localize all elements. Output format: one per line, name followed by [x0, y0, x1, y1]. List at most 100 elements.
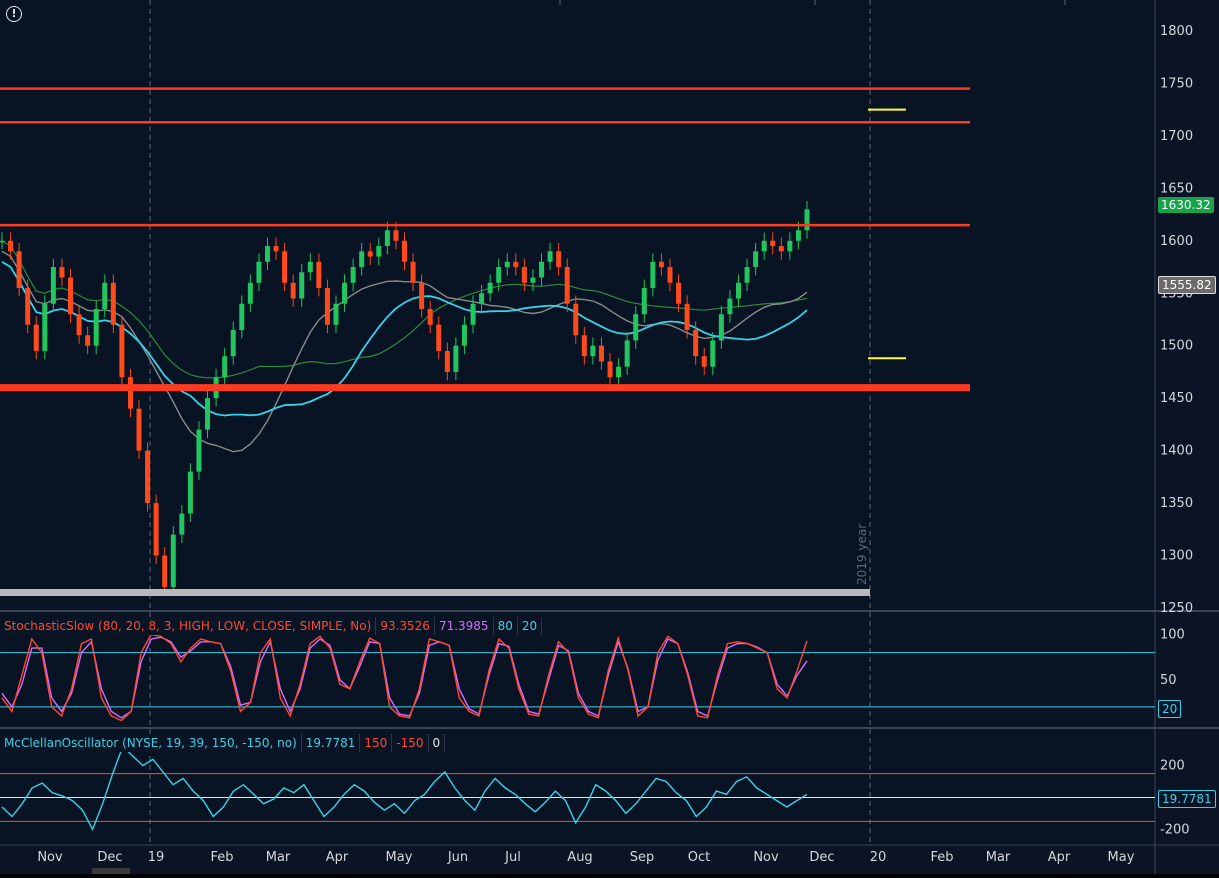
stochastic-tick-label: 100 [1160, 628, 1185, 643]
mcclellan-tick-label: -200 [1160, 822, 1190, 837]
candle-body [50, 267, 56, 304]
candle-body [239, 303, 245, 330]
candle-body [616, 366, 622, 378]
mcclellan-line [1, 745, 808, 831]
candle-body [145, 450, 151, 504]
candle-body [33, 324, 39, 351]
candle-body [110, 282, 116, 325]
candle-body [68, 277, 74, 315]
candle-body [136, 408, 142, 451]
candle-body [693, 329, 699, 357]
candle-body [735, 282, 741, 299]
candle-body [307, 261, 313, 273]
candle-body [179, 513, 185, 535]
last-price-badge: 1630.32 [1158, 197, 1214, 213]
price-tick-label: 1600 [1160, 234, 1193, 249]
price-panel[interactable]: 2019 year [0, 87, 970, 596]
candle-body [222, 356, 228, 378]
stochastic-panel[interactable] [0, 633, 1155, 722]
candle-body [316, 261, 322, 289]
candle-body [684, 303, 690, 330]
x-tick-label: May [386, 850, 413, 865]
candle-body [247, 282, 253, 304]
candle-body [761, 240, 767, 252]
candle-body [607, 361, 613, 378]
candle-body [513, 261, 519, 268]
stochastic-tick-label: 50 [1160, 673, 1177, 688]
candle-body [487, 282, 493, 294]
candle-body [539, 261, 545, 278]
candle-body [718, 314, 724, 341]
x-tick-label: Mar [266, 850, 291, 865]
candle-body [59, 267, 65, 278]
x-tick-label: Feb [210, 850, 233, 865]
candle-body [787, 240, 793, 252]
price-tick-label: 1700 [1160, 129, 1193, 144]
candle-body [333, 303, 339, 325]
price-tick-label: 1400 [1160, 444, 1193, 459]
price-tick-label: 1650 [1160, 181, 1193, 196]
candle-body [547, 251, 553, 262]
candle-body [427, 309, 433, 325]
mcclellan-value-badge: 19.7781 [1158, 790, 1216, 808]
x-tick-label: Sep [630, 850, 655, 865]
ma-price-badge: 1555.82 [1158, 276, 1216, 294]
candle-body [436, 324, 442, 351]
ma-green-line [1, 240, 808, 379]
candle-body [624, 340, 630, 367]
x-tick-label: Mar [986, 850, 1011, 865]
price-tick-label: 1450 [1160, 391, 1193, 406]
axis-layer: 1250130013501400145015001550160016501700… [37, 24, 1193, 874]
candle-body [590, 345, 596, 357]
x-tick-label: Dec [97, 850, 122, 865]
candle-body [384, 230, 390, 247]
candle-body [598, 345, 604, 362]
legend-part: 20 [518, 617, 543, 635]
ma-cyan-line [1, 261, 808, 417]
stochastic-k-line [1, 633, 808, 722]
candle-body [778, 246, 784, 252]
price-tick-label: 1300 [1160, 549, 1193, 564]
price-tick-label: 1800 [1160, 24, 1193, 39]
candle-body [504, 261, 510, 268]
x-tick-label: 19 [148, 850, 165, 865]
stochastic-level-badge: 20 [1158, 700, 1182, 718]
candle-body [770, 240, 776, 247]
range-bar [0, 589, 870, 596]
candle-body [350, 267, 356, 283]
candle-body [658, 261, 664, 268]
candle-body [444, 350, 450, 372]
price-tick-label: 1750 [1160, 76, 1193, 91]
candle-body [273, 246, 279, 252]
candle-body [564, 267, 570, 304]
mcclellan-panel[interactable] [0, 745, 1155, 831]
x-tick-label: Feb [930, 850, 953, 865]
legend-part: 71.3985 [435, 617, 494, 635]
candle-body [16, 251, 22, 289]
x-tick-label: Nov [753, 850, 779, 865]
mcclellan-tick-label: 200 [1160, 759, 1185, 774]
legend-part: StochasticSlow (80, 20, 8, 3, HIGH, LOW,… [0, 617, 377, 635]
x-tick-label: Apr [326, 850, 349, 865]
candle-body [359, 251, 365, 268]
candle-body [25, 288, 31, 325]
candle-body [76, 314, 82, 336]
candle-body [650, 261, 656, 289]
x-tick-label: Dec [809, 850, 834, 865]
stochastic-legend[interactable]: StochasticSlow (80, 20, 8, 3, HIGH, LOW,… [0, 617, 543, 635]
candle-body [187, 471, 193, 514]
price-tick-label: 1500 [1160, 339, 1193, 354]
candle-body [727, 298, 733, 315]
x-tick-label: Apr [1048, 850, 1071, 865]
candle-body [402, 240, 407, 262]
candle-body [230, 329, 236, 357]
mcclellan-legend[interactable]: McClellanOscillator (NYSE, 19, 39, 150, … [0, 734, 446, 752]
candle-body [530, 277, 536, 283]
candle-body [633, 314, 639, 341]
price-tick-label: 1250 [1160, 601, 1193, 616]
candle-body [479, 293, 485, 304]
info-icon[interactable]: ! [6, 6, 22, 22]
candle-body [162, 555, 168, 588]
